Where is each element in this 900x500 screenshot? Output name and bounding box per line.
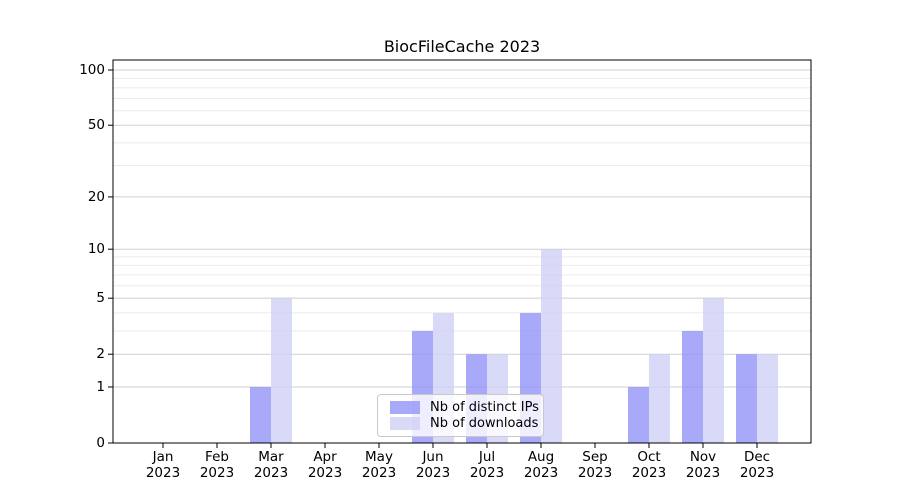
x-tick-year-jul: 2023 (469, 465, 505, 481)
x-tick-year-nov: 2023 (685, 465, 721, 481)
y-tick-label-1: 1 (96, 378, 105, 395)
x-tick-year-may: 2023 (361, 465, 397, 481)
x-tick-year-aug: 2023 (523, 465, 559, 481)
y-tick-label-0: 0 (96, 435, 105, 451)
x-tick-month-aug: Aug (527, 449, 555, 465)
x-tick-label-nov: Nov 2023 (671, 449, 735, 481)
x-tick-year-jan: 2023 (145, 465, 181, 481)
x-tick-month-nov: Nov (689, 449, 717, 465)
y-tick-label-10: 10 (87, 241, 105, 258)
x-tick-year-sep: 2023 (577, 465, 613, 481)
x-tick-label-dec: Dec 2023 (725, 449, 789, 481)
x-tick-label-apr: Apr 2023 (293, 449, 357, 481)
x-tick-year-apr: 2023 (307, 465, 343, 481)
x-tick-month-jun: Jun (422, 449, 444, 465)
legend-swatch-distinct-ips (390, 401, 420, 415)
y-tick-label-20: 20 (87, 188, 105, 205)
y-tick-label-100: 100 (79, 61, 105, 78)
bar-distinct-ips-dec (736, 354, 757, 443)
y-tick-label-2: 2 (96, 346, 105, 363)
y-tick-label-5: 5 (96, 290, 105, 307)
x-tick-year-dec: 2023 (739, 465, 775, 481)
x-tick-label-aug: Aug 2023 (509, 449, 573, 481)
bar-distinct-ips-mar (250, 386, 271, 443)
x-tick-label-jul: Jul 2023 (455, 449, 519, 481)
bar-downloads-dec (757, 354, 778, 443)
x-tick-month-oct: Oct (637, 449, 661, 465)
x-tick-month-sep: Sep (582, 449, 608, 465)
bar-downloads-aug (541, 249, 562, 443)
x-tick-label-oct: Oct 2023 (617, 449, 681, 481)
legend-label-distinct-ips: Nb of distinct IPs (430, 400, 539, 416)
plot-frame (112, 59, 812, 444)
x-tick-month-dec: Dec (743, 449, 771, 465)
y-tick-label-50: 50 (87, 117, 105, 134)
x-tick-label-jan: Jan 2023 (131, 449, 195, 481)
x-tick-month-may: May (365, 449, 393, 465)
bar-downloads-mar (271, 298, 292, 443)
legend-item-downloads: Nb of downloads (390, 415, 539, 431)
x-tick-month-jan: Jan (152, 449, 174, 465)
bar-distinct-ips-nov (682, 330, 703, 443)
legend-label-downloads: Nb of downloads (430, 415, 539, 431)
bar-downloads-nov (703, 298, 724, 443)
x-tick-label-sep: Sep 2023 (563, 449, 627, 481)
x-tick-label-mar: Mar 2023 (239, 449, 303, 481)
x-tick-month-mar: Mar (258, 449, 284, 465)
x-tick-label-jun: Jun 2023 (401, 449, 465, 481)
bar-downloads-oct (649, 354, 670, 443)
bar-distinct-ips-oct (628, 386, 649, 443)
legend-swatch-downloads (390, 416, 420, 430)
x-tick-year-mar: 2023 (253, 465, 289, 481)
x-tick-label-feb: Feb 2023 (185, 449, 249, 481)
legend: Nb of distinct IPs Nb of downloads (377, 394, 544, 437)
x-tick-month-jul: Jul (478, 449, 496, 465)
legend-item-distinct-ips: Nb of distinct IPs (390, 400, 539, 415)
x-tick-year-feb: 2023 (199, 465, 235, 481)
x-tick-month-feb: Feb (205, 449, 229, 465)
x-tick-year-oct: 2023 (631, 465, 667, 481)
chart-title: BiocFileCache 2023 (383, 37, 541, 56)
x-tick-label-may: May 2023 (347, 449, 411, 481)
x-tick-month-apr: Apr (313, 449, 337, 465)
x-tick-year-jun: 2023 (415, 465, 451, 481)
